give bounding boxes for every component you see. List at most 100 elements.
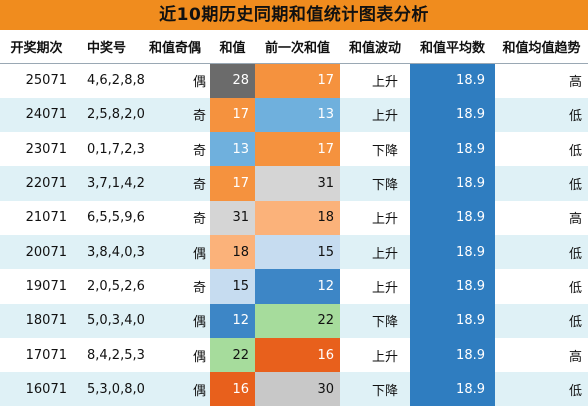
avg-cell: 18.9 — [410, 234, 495, 270]
parity-cell: 奇 — [140, 97, 210, 133]
avg-cell: 18.9 — [410, 372, 495, 406]
prev-sum-cell: 17 — [255, 132, 340, 167]
trend-cell: 上升 — [340, 63, 410, 98]
prev-sum-cell: 13 — [255, 97, 340, 133]
issue-cell: 25071 — [0, 63, 73, 98]
trend-cell: 上升 — [340, 337, 410, 373]
col-header-numbers: 中奖号 — [73, 30, 140, 64]
level-cell: 高 — [495, 337, 588, 373]
col-header-level: 和值均值趋势 — [495, 30, 588, 64]
issue-cell: 19071 — [0, 269, 73, 304]
issue-cell: 22071 — [0, 166, 73, 201]
avg-cell: 18.9 — [410, 97, 495, 133]
level-cell: 低 — [495, 372, 588, 406]
trend-cell: 下降 — [340, 132, 410, 167]
sum-cell: 16 — [210, 372, 255, 406]
sum-cell: 18 — [210, 234, 255, 270]
table-row: 24071 2,5,8,2,0 奇 17 13 上升 18.9 低 — [0, 97, 588, 133]
table-row: 23071 0,1,7,2,3 奇 13 17 下降 18.9 低 — [0, 132, 588, 167]
trend-cell: 上升 — [340, 200, 410, 235]
table-row: 21071 6,5,5,9,6 奇 31 18 上升 18.9 高 — [0, 200, 588, 235]
numbers-cell: 3,7,1,4,2 — [73, 166, 145, 201]
trend-cell: 下降 — [340, 303, 410, 338]
prev-sum-cell: 17 — [255, 63, 340, 98]
trend-cell: 上升 — [340, 269, 410, 304]
sheet-title: 近10期历史同期和值统计图表分析 — [0, 0, 588, 30]
trend-cell: 上升 — [340, 97, 410, 133]
table-row: 22071 3,7,1,4,2 奇 17 31 下降 18.9 低 — [0, 166, 588, 201]
issue-cell: 18071 — [0, 303, 73, 338]
numbers-cell: 5,3,0,8,0 — [73, 372, 145, 406]
avg-cell: 18.9 — [410, 200, 495, 235]
table-row: 18071 5,0,3,4,0 偶 12 22 下降 18.9 低 — [0, 303, 588, 338]
table-body: 25071 4,6,2,8,8 偶 28 17 上升 18.9 高 24071 2,5,8,2,0… — [0, 63, 588, 406]
prev-sum-cell: 18 — [255, 200, 340, 235]
level-cell: 高 — [495, 63, 588, 98]
avg-cell: 18.9 — [410, 337, 495, 373]
col-header-parity: 和值奇偶 — [140, 30, 210, 64]
col-header-sum: 和值 — [210, 30, 255, 64]
sum-cell: 22 — [210, 337, 255, 373]
numbers-cell: 8,4,2,5,3 — [73, 337, 145, 373]
prev-sum-cell: 31 — [255, 166, 340, 201]
level-cell: 低 — [495, 303, 588, 338]
level-cell: 低 — [495, 269, 588, 304]
issue-cell: 16071 — [0, 372, 73, 406]
sum-cell: 13 — [210, 132, 255, 167]
trend-cell: 下降 — [340, 372, 410, 406]
prev-sum-cell: 30 — [255, 372, 340, 406]
table-row: 17071 8,4,2,5,3 偶 22 16 上升 18.9 高 — [0, 337, 588, 373]
table-row: 16071 5,3,0,8,0 偶 16 30 下降 18.9 低 — [0, 372, 588, 406]
numbers-cell: 4,6,2,8,8 — [73, 63, 145, 98]
sum-cell: 12 — [210, 303, 255, 338]
parity-cell: 偶 — [140, 372, 210, 406]
avg-cell: 18.9 — [410, 63, 495, 98]
level-cell: 低 — [495, 132, 588, 167]
col-header-prev-sum: 前一次和值 — [255, 30, 340, 64]
parity-cell: 偶 — [140, 337, 210, 373]
parity-cell: 偶 — [140, 303, 210, 338]
sum-cell: 31 — [210, 200, 255, 235]
level-cell: 低 — [495, 234, 588, 270]
avg-cell: 18.9 — [410, 269, 495, 304]
parity-cell: 偶 — [140, 234, 210, 270]
issue-cell: 24071 — [0, 97, 73, 133]
parity-cell: 奇 — [140, 269, 210, 304]
parity-cell: 奇 — [140, 200, 210, 235]
prev-sum-cell: 16 — [255, 337, 340, 373]
prev-sum-cell: 12 — [255, 269, 340, 304]
level-cell: 高 — [495, 200, 588, 235]
header-row: 开奖期次 中奖号 和值奇偶 和值 前一次和值 和值波动 和值平均数 和值均值趋势 — [0, 30, 588, 64]
parity-cell: 奇 — [140, 166, 210, 201]
numbers-cell: 2,0,5,2,6 — [73, 269, 145, 304]
level-cell: 低 — [495, 97, 588, 133]
sum-stats-table: 开奖期次 中奖号 和值奇偶 和值 前一次和值 和值波动 和值平均数 和值均值趋势… — [0, 30, 588, 406]
issue-cell: 20071 — [0, 234, 73, 270]
table-row: 25071 4,6,2,8,8 偶 28 17 上升 18.9 高 — [0, 63, 588, 98]
numbers-cell: 3,8,4,0,3 — [73, 234, 145, 270]
avg-cell: 18.9 — [410, 303, 495, 338]
parity-cell: 奇 — [140, 132, 210, 167]
col-header-avg: 和值平均数 — [410, 30, 495, 64]
avg-cell: 18.9 — [410, 132, 495, 167]
table-row: 19071 2,0,5,2,6 奇 15 12 上升 18.9 低 — [0, 269, 588, 304]
sum-cell: 17 — [210, 97, 255, 133]
sum-cell: 17 — [210, 166, 255, 201]
issue-cell: 21071 — [0, 200, 73, 235]
issue-cell: 17071 — [0, 337, 73, 373]
col-header-trend: 和值波动 — [340, 30, 410, 64]
prev-sum-cell: 22 — [255, 303, 340, 338]
issue-cell: 23071 — [0, 132, 73, 167]
avg-cell: 18.9 — [410, 166, 495, 201]
level-cell: 低 — [495, 166, 588, 201]
col-header-issue: 开奖期次 — [0, 30, 73, 64]
table-row: 20071 3,8,4,0,3 偶 18 15 上升 18.9 低 — [0, 234, 588, 270]
prev-sum-cell: 15 — [255, 234, 340, 270]
numbers-cell: 6,5,5,9,6 — [73, 200, 145, 235]
sum-cell: 28 — [210, 63, 255, 98]
numbers-cell: 5,0,3,4,0 — [73, 303, 145, 338]
sum-cell: 15 — [210, 269, 255, 304]
numbers-cell: 0,1,7,2,3 — [73, 132, 145, 167]
parity-cell: 偶 — [140, 63, 210, 98]
